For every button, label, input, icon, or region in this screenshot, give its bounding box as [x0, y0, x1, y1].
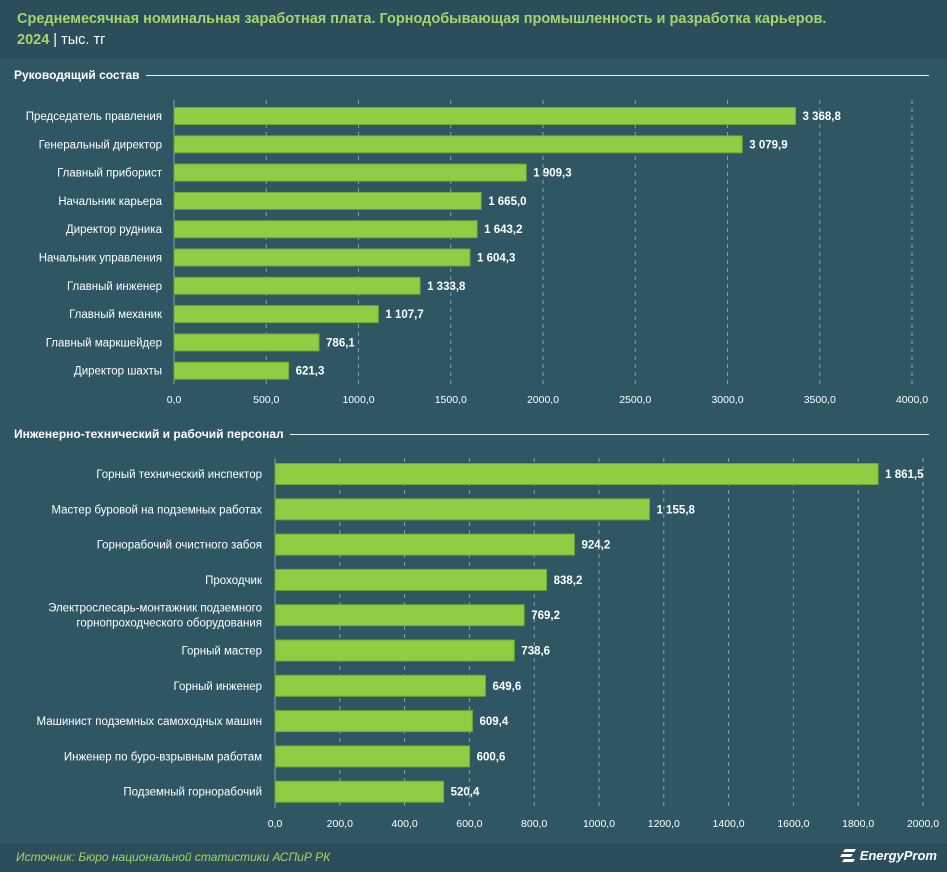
- section-title-management: Руководящий состав: [14, 68, 140, 82]
- section-divider: [289, 433, 929, 435]
- section-title-staff: Инженерно-технический и рабочий персонал: [14, 427, 284, 441]
- category-label: Машинист подземных самоходных машин: [37, 716, 263, 728]
- data-label: 1 861,5: [885, 469, 924, 481]
- data-label: 3 079,9: [749, 139, 787, 151]
- axis-tick-label: 1400,0: [713, 818, 745, 830]
- category-label: Начальник карьера: [58, 196, 162, 208]
- section-heading-management: Руководящий состав: [14, 66, 929, 84]
- bar: [173, 220, 478, 239]
- data-label: 1 643,2: [484, 224, 522, 236]
- category-label: Горный мастер: [182, 646, 262, 658]
- data-label: 1 155,8: [656, 504, 695, 516]
- axis-tick-label: 0,0: [268, 818, 283, 830]
- axis-tick-label: 1000,0: [583, 818, 615, 830]
- title-text: Среднемесячная номинальная заработная пл…: [17, 11, 827, 27]
- category-label: Горнорабочий очистного забоя: [97, 540, 262, 552]
- axis-tick-label: 1800,0: [842, 818, 874, 830]
- category-label: Мастер буровой на подземных работах: [51, 504, 262, 516]
- data-label: 924,2: [581, 540, 610, 552]
- axis-tick-label: 3500,0: [804, 394, 836, 406]
- axis-tick-label: 1000,0: [342, 394, 374, 406]
- category-label: Председатель правления: [26, 111, 162, 123]
- bar: [274, 568, 548, 591]
- category-label: Главный приборист: [57, 168, 163, 180]
- bar: [274, 604, 525, 627]
- bar: [173, 305, 379, 324]
- title-separator: |: [53, 32, 58, 48]
- bar: [173, 163, 527, 182]
- bar: [173, 107, 797, 125]
- category-label: Директор шахты: [74, 366, 162, 378]
- category-label: Горный инженер: [174, 681, 263, 693]
- data-label: 520,4: [451, 787, 480, 799]
- data-label: 1 909,3: [533, 168, 571, 180]
- bar: [173, 361, 290, 380]
- data-label: 769,2: [531, 610, 560, 622]
- axis-tick-label: 1200,0: [648, 818, 680, 830]
- axis-tick-label: 3000,0: [711, 394, 743, 406]
- category-label: горнопроходческого оборудования: [76, 618, 262, 630]
- data-label: 1 604,3: [477, 253, 515, 265]
- data-label: 621,3: [296, 366, 325, 378]
- data-label: 838,2: [554, 575, 583, 587]
- axis-tick-label: 4000,0: [896, 394, 928, 406]
- category-label: Генеральный директор: [39, 139, 162, 151]
- logo-text: EnergyProm: [859, 848, 937, 863]
- data-label: 1 665,0: [488, 196, 526, 208]
- data-label: 600,6: [477, 751, 506, 763]
- bar: [173, 333, 320, 352]
- data-label: 3 368,8: [803, 111, 842, 123]
- category-label: Начальник управления: [39, 253, 162, 265]
- axis-tick-label: 800,0: [521, 818, 547, 830]
- data-label: 1 333,8: [427, 281, 466, 293]
- title-unit: тыс. тг: [61, 32, 106, 48]
- bar: [173, 276, 421, 295]
- bar: [274, 463, 879, 485]
- axis-tick-label: 1500,0: [435, 394, 467, 406]
- bar: [274, 498, 650, 521]
- category-label: Электрослесарь-монтажник подземного: [48, 603, 262, 615]
- axis-tick-label: 1600,0: [777, 818, 809, 830]
- data-label: 1 107,7: [385, 309, 423, 321]
- category-label: Горный технический инспектор: [96, 469, 262, 481]
- header-band: Среднемесячная номинальная заработная пл…: [0, 0, 947, 58]
- axis-tick-label: 200,0: [327, 818, 353, 830]
- footer-band: Источник: Бюро национальной статистики А…: [0, 843, 947, 872]
- energyprom-logo: EnergyProm: [839, 848, 937, 863]
- axis-tick-label: 500,0: [253, 394, 279, 406]
- section-divider: [145, 74, 929, 76]
- axis-tick-label: 2500,0: [619, 394, 651, 406]
- axis-tick-label: 2000,0: [907, 818, 939, 830]
- category-label: Директор рудника: [66, 224, 163, 236]
- category-label: Подземный горнорабочий: [123, 787, 262, 799]
- bar: [274, 639, 515, 662]
- bar: [274, 745, 471, 768]
- data-label: 738,6: [521, 646, 550, 658]
- bar: [274, 710, 473, 733]
- bar: [173, 248, 471, 267]
- data-label: 786,1: [326, 337, 355, 349]
- bar: [173, 135, 743, 154]
- category-label: Проходчик: [205, 575, 263, 587]
- axis-tick-label: 2000,0: [527, 394, 559, 406]
- bar: [274, 533, 575, 556]
- category-label: Главный маркшейдер: [46, 337, 162, 349]
- category-label: Инженер по буро-взрывным работам: [64, 751, 262, 763]
- section-heading-staff: Инженерно-технический и рабочий персонал: [14, 425, 929, 443]
- page-title: Среднемесячная номинальная заработная пл…: [17, 9, 917, 51]
- axis-tick-label: 400,0: [391, 818, 417, 830]
- energyprom-logo-icon: [839, 848, 856, 862]
- bar: [274, 780, 445, 803]
- bar: [274, 674, 486, 697]
- data-label: 609,4: [479, 716, 508, 728]
- category-label: Главный инженер: [67, 281, 162, 293]
- data-label: 649,6: [492, 681, 521, 693]
- bar: [173, 191, 482, 210]
- source-note: Источник: Бюро национальной статистики А…: [16, 850, 331, 864]
- axis-tick-label: 600,0: [456, 818, 482, 830]
- title-year: 2024: [17, 32, 50, 48]
- axis-tick-label: 0,0: [167, 394, 182, 406]
- category-label: Главный механик: [69, 309, 163, 321]
